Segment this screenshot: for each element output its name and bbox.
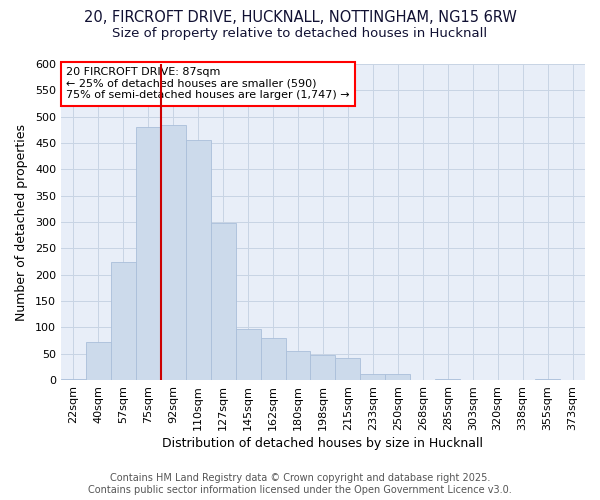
Text: Contains HM Land Registry data © Crown copyright and database right 2025.
Contai: Contains HM Land Registry data © Crown c…	[88, 474, 512, 495]
Text: Size of property relative to detached houses in Hucknall: Size of property relative to detached ho…	[112, 28, 488, 40]
Bar	[535, 378, 560, 380]
Bar	[361, 374, 385, 380]
X-axis label: Distribution of detached houses by size in Hucknall: Distribution of detached houses by size …	[163, 437, 484, 450]
Bar	[186, 140, 211, 380]
Bar	[310, 356, 335, 380]
Y-axis label: Number of detached properties: Number of detached properties	[15, 124, 28, 320]
Bar	[211, 223, 236, 380]
Bar	[86, 342, 111, 380]
Bar	[286, 351, 310, 380]
Text: 20 FIRCROFT DRIVE: 87sqm
← 25% of detached houses are smaller (590)
75% of semi-: 20 FIRCROFT DRIVE: 87sqm ← 25% of detach…	[66, 67, 350, 100]
Bar	[61, 378, 86, 380]
Bar	[435, 378, 460, 380]
Bar	[161, 124, 186, 380]
Bar	[111, 262, 136, 380]
Bar	[385, 374, 410, 380]
Text: 20, FIRCROFT DRIVE, HUCKNALL, NOTTINGHAM, NG15 6RW: 20, FIRCROFT DRIVE, HUCKNALL, NOTTINGHAM…	[83, 10, 517, 25]
Bar	[335, 358, 361, 380]
Bar	[260, 338, 286, 380]
Bar	[236, 328, 260, 380]
Bar	[136, 127, 161, 380]
